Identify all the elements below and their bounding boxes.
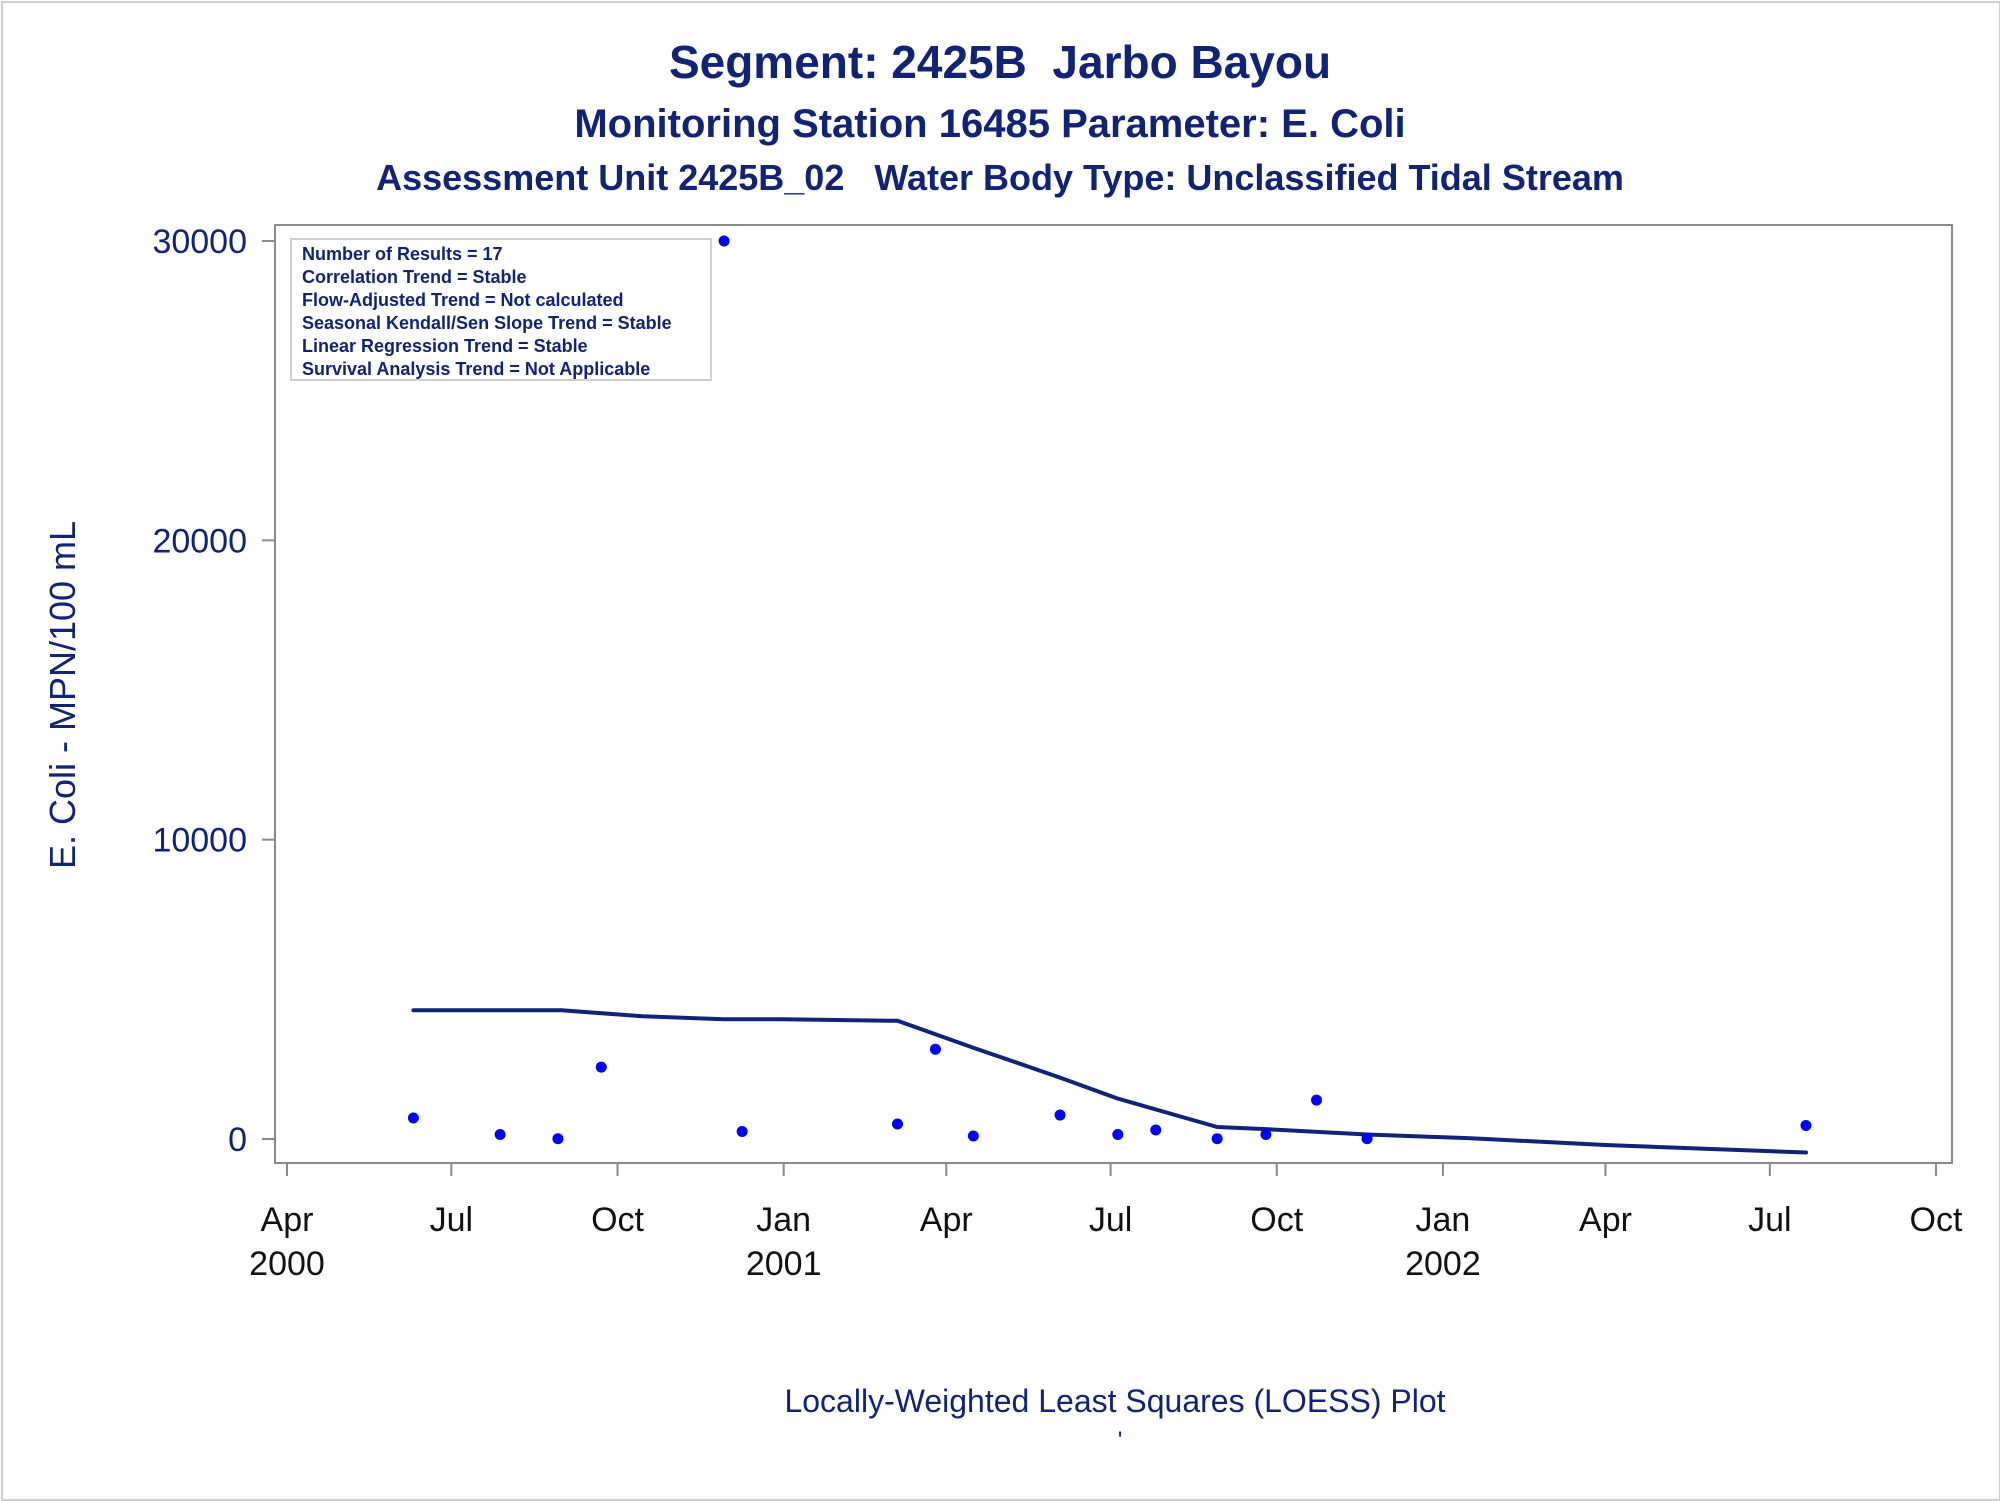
stats-line-seasonal-kendall: Seasonal Kendall/Sen Slope Trend = Stabl…: [302, 313, 672, 333]
data-point: [1361, 1133, 1373, 1145]
x-tick-year-0: 2000: [249, 1245, 325, 1283]
stats-line-linear-regression: Linear Regression Trend = Stable: [302, 336, 588, 356]
x-tick-year-7: 2002: [1405, 1245, 1481, 1283]
chart-title: Segment: 2425B Jarbo Bayou: [669, 36, 1331, 88]
data-point: [494, 1129, 506, 1141]
x-tick-label-3: Jan: [756, 1201, 811, 1239]
data-point: [1211, 1133, 1223, 1145]
stats-box: Number of Results = 17 Correlation Trend…: [290, 238, 712, 381]
stats-box-frame: [290, 238, 712, 381]
y-tick-label-10000: 10000: [152, 822, 247, 860]
y-tick-label-30000: 30000: [152, 223, 247, 261]
data-point: [891, 1118, 903, 1130]
plot-area: [274, 224, 1953, 1164]
x-tick-label-10: Oct: [1910, 1201, 1963, 1239]
data-point: [1310, 1094, 1322, 1106]
x-tick-label-5: Jul: [1089, 1201, 1132, 1239]
x-tick-year-3: 2001: [746, 1245, 822, 1283]
data-point: [718, 235, 730, 247]
data-point: [1260, 1129, 1272, 1141]
y-tick-label-0: 0: [228, 1121, 247, 1159]
loess-line: [411, 1008, 1808, 1155]
stats-line-survival: Survival Analysis Trend = Not Applicable: [302, 359, 650, 379]
data-point: [1112, 1129, 1124, 1141]
data-point: [1054, 1109, 1066, 1121]
x-tick-label-7: Jan: [1416, 1201, 1471, 1239]
data-point: [1800, 1120, 1812, 1132]
data-point: [407, 1112, 419, 1124]
footnote-mark: ': [1118, 1427, 1123, 1454]
y-tick-label-20000: 20000: [152, 522, 247, 560]
y-axis: 0 10000 20000 30000: [152, 223, 275, 1159]
x-axis: Apr 2000 Jul Oct Jan 2001 Apr Jul Oct Jan 2002 Apr J…: [249, 1163, 1963, 1283]
x-tick-label-8: Apr: [1579, 1201, 1632, 1239]
data-point: [967, 1130, 979, 1142]
data-point: [552, 1133, 564, 1145]
stats-line-flow-adjusted: Flow-Adjusted Trend = Not calculated: [302, 290, 624, 310]
x-tick-label-6: Oct: [1250, 1201, 1303, 1239]
stats-line-results: Number of Results = 17: [302, 244, 503, 264]
chart-subtitle-2: Assessment Unit 2425B_02 Water Body Type…: [376, 157, 1624, 198]
chart-footnote: Locally-Weighted Least Squares (LOESS) P…: [784, 1383, 1445, 1419]
x-tick-label-9: Jul: [1748, 1201, 1791, 1239]
x-tick-label-2: Oct: [591, 1201, 644, 1239]
y-axis-label: E. Coli - MPN/100 mL: [42, 521, 83, 869]
x-tick-label-0: Apr: [261, 1201, 314, 1239]
x-tick-label-1: Jul: [430, 1201, 473, 1239]
observation-points: [407, 235, 1812, 1145]
data-point: [736, 1126, 748, 1138]
data-point: [929, 1043, 941, 1055]
loess-series: [411, 1008, 1808, 1155]
data-point: [595, 1061, 607, 1073]
chart-subtitle: Monitoring Station 16485 Parameter: E. C…: [574, 102, 1405, 146]
stats-line-correlation: Correlation Trend = Stable: [302, 267, 527, 287]
x-tick-label-4: Apr: [920, 1201, 973, 1239]
data-point: [1150, 1124, 1162, 1136]
